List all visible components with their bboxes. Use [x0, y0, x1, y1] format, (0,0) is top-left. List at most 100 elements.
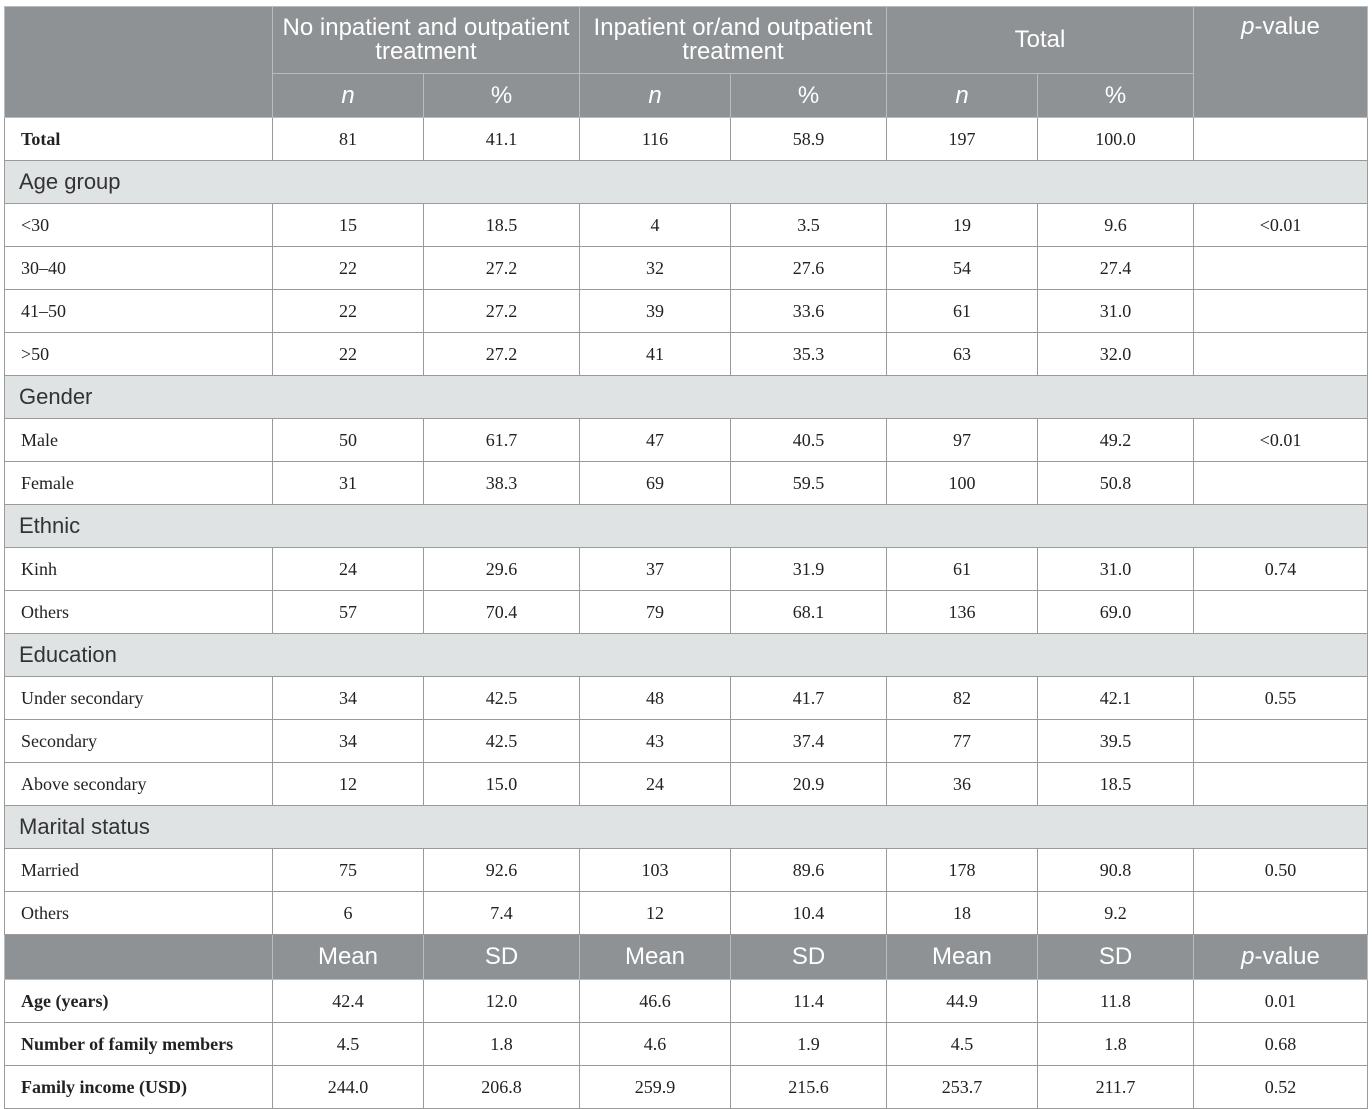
cell: 19 — [886, 203, 1038, 247]
cell: 50.8 — [1036, 461, 1195, 505]
cell: 211.7 — [1036, 1065, 1195, 1109]
cell: 41.7 — [730, 676, 887, 720]
section-header-row: Education — [3, 633, 1369, 677]
row-label: Male — [4, 418, 273, 462]
cell: 253.7 — [886, 1065, 1038, 1109]
cell: 0.52 — [1193, 1065, 1369, 1109]
cell: 9.6 — [1036, 203, 1195, 247]
cell: 54 — [886, 246, 1038, 290]
cell: 44.9 — [886, 979, 1038, 1023]
cell: 57 — [272, 590, 424, 634]
row-label: Age (years) — [4, 979, 273, 1023]
cell: 0.01 — [1193, 979, 1369, 1023]
cell: <0.01 — [1193, 418, 1369, 462]
cell: 50 — [272, 418, 424, 462]
cell: 4.5 — [272, 1022, 424, 1066]
row-label: Under secondary — [4, 676, 273, 720]
cell: 15.0 — [423, 762, 580, 806]
row-label: Total — [4, 117, 273, 161]
header-n-3: n — [886, 73, 1038, 118]
cell: 33.6 — [730, 289, 887, 333]
table-row: Others 57 70.4 79 68.1 136 69.0 — [4, 590, 1369, 634]
subheader-sd: SD — [423, 934, 580, 980]
cell: 69.0 — [1036, 590, 1195, 634]
header-n-2: n — [579, 73, 731, 118]
table-row: Male 50 61.7 47 40.5 97 49.2 <0.01 — [4, 418, 1369, 462]
table-row: Number of family members 4.5 1.8 4.6 1.9 4.5 1… — [4, 1022, 1369, 1066]
header-pvalue: p-value — [1193, 6, 1369, 118]
cell — [1193, 762, 1369, 806]
table-row: Others 6 7.4 12 10.4 18 9.2 — [4, 891, 1369, 935]
table-header: No inpatient and outpatient treatment In… — [4, 6, 1369, 118]
header-pct-3: % — [1036, 73, 1195, 118]
cell: 1.9 — [730, 1022, 887, 1066]
cell: 37 — [579, 547, 731, 591]
cell: 0.68 — [1193, 1022, 1369, 1066]
cell: 6 — [272, 891, 424, 935]
header-group-treatment: Inpatient or/and outpatient treatment — [579, 6, 887, 74]
cell: 68.1 — [730, 590, 887, 634]
cell: 12 — [272, 762, 424, 806]
row-label: Kinh — [4, 547, 273, 591]
table-row: >50 22 27.2 41 35.3 63 32.0 — [4, 332, 1369, 376]
cell: 27.2 — [423, 332, 580, 376]
row-label: Family income (USD) — [4, 1065, 273, 1109]
section-header-row: Age group — [3, 160, 1369, 204]
cell — [1193, 332, 1369, 376]
table-row: Family income (USD) 244.0 206.8 259.9 215.6 2… — [4, 1065, 1369, 1109]
cell: 34 — [272, 719, 424, 763]
cell: 48 — [579, 676, 731, 720]
cell: 0.50 — [1193, 848, 1369, 892]
cell: 24 — [272, 547, 424, 591]
cell: 4.5 — [886, 1022, 1038, 1066]
row-label: 30–40 — [4, 246, 273, 290]
row-label: <30 — [4, 203, 273, 247]
cell: 215.6 — [730, 1065, 887, 1109]
cell: 206.8 — [423, 1065, 580, 1109]
header-pct-2: % — [730, 73, 887, 118]
cell: 89.6 — [730, 848, 887, 892]
subheader-mean: Mean — [272, 934, 424, 980]
cell: 259.9 — [579, 1065, 731, 1109]
table-row-total: Total 81 41.1 116 58.9 197 100.0 — [4, 117, 1369, 161]
mean-sd-header-row: Mean SD Mean SD Mean SD p-value — [4, 934, 1369, 980]
cell: 11.8 — [1036, 979, 1195, 1023]
section-title: Age group — [3, 160, 1369, 204]
section-title: Gender — [3, 375, 1369, 419]
cell: 90.8 — [1036, 848, 1195, 892]
cell: 41.1 — [423, 117, 580, 161]
section-title: Ethnic — [3, 504, 1369, 548]
cell: 197 — [886, 117, 1038, 161]
cell: 103 — [579, 848, 731, 892]
cell: 61 — [886, 289, 1038, 333]
cell: 11.4 — [730, 979, 887, 1023]
cell: 34 — [272, 676, 424, 720]
cell: <0.01 — [1193, 203, 1369, 247]
cell: 77 — [886, 719, 1038, 763]
cell: 31.0 — [1036, 289, 1195, 333]
subheader-pvalue-suffix: -value — [1254, 943, 1320, 970]
table-body: Total 81 41.1 116 58.9 197 100.0 Age gro… — [3, 117, 1369, 1109]
cell: 116 — [579, 117, 731, 161]
row-label: Others — [4, 590, 273, 634]
cell: 3.5 — [730, 203, 887, 247]
cell: 0.74 — [1193, 547, 1369, 591]
cell: 1.8 — [423, 1022, 580, 1066]
cell: 92.6 — [423, 848, 580, 892]
table-row: Married 75 92.6 103 89.6 178 90.8 0.50 — [4, 848, 1369, 892]
cell: 27.6 — [730, 246, 887, 290]
cell — [1193, 461, 1369, 505]
header-empty-cell — [4, 6, 273, 118]
cell: 18.5 — [1036, 762, 1195, 806]
cell: 136 — [886, 590, 1038, 634]
cell: 42.5 — [423, 676, 580, 720]
cell: 39.5 — [1036, 719, 1195, 763]
row-label: Female — [4, 461, 273, 505]
header-pvalue-p: p — [1241, 13, 1255, 40]
cell: 42.4 — [272, 979, 424, 1023]
cell: 41 — [579, 332, 731, 376]
cell: 0.55 — [1193, 676, 1369, 720]
table-row: Secondary 34 42.5 43 37.4 77 39.5 — [4, 719, 1369, 763]
cell: 46.6 — [579, 979, 731, 1023]
section-title: Marital status — [3, 805, 1369, 849]
